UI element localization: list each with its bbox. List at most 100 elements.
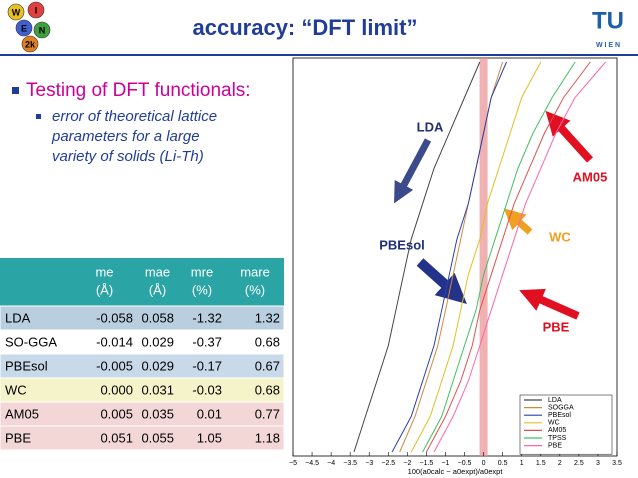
row-label: AM05: [5, 406, 39, 421]
table-cell: 0.058: [141, 310, 174, 325]
chart: −5 −4.5 −4 −3.5 −3 −2.5 −2 −1.5 −1 −0.5 0 0.5 1 1.5 2 2…: [289, 57, 622, 476]
series-line: [410, 61, 542, 453]
x-tick-label: −1: [441, 460, 449, 467]
tu-logo: TU W I E N: [592, 7, 624, 49]
table-cell: 0.029: [141, 334, 174, 349]
series-line: [433, 61, 606, 453]
arrow: [416, 258, 467, 305]
table-cell: 0.031: [141, 382, 174, 397]
logo-letter: W: [12, 7, 21, 17]
x-tick-label: −1.5: [419, 460, 433, 467]
logo-letter: E: [21, 23, 27, 33]
table-cell: 0.005: [100, 406, 133, 421]
table: me (Å) mae (Å) mre (%) mare (%) LDA -0.058 0.058 -1…: [0, 258, 285, 451]
row-label: PBEsol: [5, 358, 48, 373]
sub-line: variety of solids (Li-Th): [52, 148, 204, 165]
logo-ball: [7, 3, 25, 21]
zero-band: [479, 58, 488, 456]
table-cell: 0.01: [197, 406, 222, 421]
x-tick-label: −2.5: [381, 460, 395, 467]
series-line: [425, 61, 591, 453]
legend-label: WC: [548, 420, 560, 427]
logo-ball: [27, 1, 45, 19]
x-tick-label: 0: [482, 460, 486, 467]
bullet-main: Testing of DFT functionals:: [26, 80, 251, 101]
arrow: [394, 138, 432, 204]
logo-letter: I: [35, 5, 38, 15]
table-cell: -0.058: [96, 310, 133, 325]
x-tick-label: −4: [327, 460, 335, 467]
annotation: AM05: [573, 169, 608, 184]
wien2k-logo: W IE N2k: [7, 1, 51, 53]
series-line: [391, 61, 507, 453]
table-cell: -1.32: [192, 310, 222, 325]
x-tick-label: −5: [289, 460, 297, 467]
table-cell: -0.03: [192, 382, 222, 397]
annotation: LDA: [417, 119, 444, 134]
logo-ball: [33, 21, 51, 39]
sub-bullet: [36, 114, 41, 119]
table-cell: -0.014: [96, 334, 133, 349]
column-header: mre: [191, 264, 213, 279]
legend-label: SOGGA: [548, 404, 574, 411]
table-row: [0, 353, 285, 379]
legend-label: PBE: [548, 442, 562, 449]
x-tick-label: 1.5: [536, 460, 546, 467]
x-tick-label: −3.5: [343, 460, 357, 467]
table-cell: 1.32: [255, 310, 280, 325]
logo-letter: 2k: [25, 39, 36, 49]
table-cell: 1.18: [255, 430, 280, 445]
table-cell: 0.035: [141, 406, 174, 421]
logo-letter: N: [39, 25, 46, 35]
table-cell: 0.68: [255, 334, 280, 349]
sub-line: error of theoretical lattice: [52, 108, 217, 125]
bullet: [12, 87, 19, 94]
legend-label: LDA: [548, 397, 562, 404]
table-cell: 0.051: [100, 430, 133, 445]
table-cell: 0.68: [255, 382, 280, 397]
column-header: me: [95, 264, 113, 279]
x-tick-label: −4.5: [305, 460, 319, 467]
table-row: [0, 329, 285, 355]
table-cell: -0.005: [96, 358, 133, 373]
header-row: [0, 258, 284, 306]
arrow: [503, 208, 533, 235]
x-tick-label: 2.5: [574, 460, 584, 467]
x-tick-label: 0.5: [498, 460, 508, 467]
arrow: [519, 288, 580, 320]
logo-ball: [21, 35, 39, 53]
logo-ball: [15, 19, 33, 37]
table-cell: 1.05: [197, 430, 222, 445]
legend-label: AM05: [548, 427, 566, 434]
x-tick-label: 3: [596, 460, 600, 467]
column-header: (%): [245, 282, 265, 297]
row-label: SO-GGA: [5, 334, 57, 349]
legend-label: PBEsol: [548, 412, 571, 419]
column-header: (%): [192, 282, 212, 297]
legend-box: [519, 394, 613, 455]
legend-label: TPSS: [548, 435, 567, 442]
title: accuracy: “DFT limit”: [193, 15, 418, 40]
column-header: (Å): [96, 282, 113, 297]
x-tick-label: 3.5: [612, 460, 622, 467]
column-header: mare: [240, 264, 270, 279]
row-label: LDA: [5, 310, 31, 325]
table-cell: 0.055: [141, 430, 174, 445]
annotation: PBEsol: [379, 237, 425, 252]
table-row: [0, 425, 285, 451]
column-header: mae: [145, 264, 170, 279]
row-label: WC: [5, 382, 27, 397]
x-tick-label: 2: [558, 460, 562, 467]
column-header: (Å): [149, 282, 166, 297]
x-tick-label: −2: [403, 460, 411, 467]
annotation: WC: [549, 229, 571, 244]
x-tick-label: −0.5: [458, 460, 472, 467]
sub-line: parameters for a large: [51, 128, 200, 145]
table-cell: 0.000: [100, 382, 133, 397]
row-label: PBE: [5, 430, 31, 445]
x-tick-label: 1: [520, 460, 524, 467]
table-cell: 0.029: [141, 358, 174, 373]
x-axis-label: 100(a0calc − a0expt)/a0expt: [408, 467, 504, 476]
series-line: [353, 61, 481, 453]
